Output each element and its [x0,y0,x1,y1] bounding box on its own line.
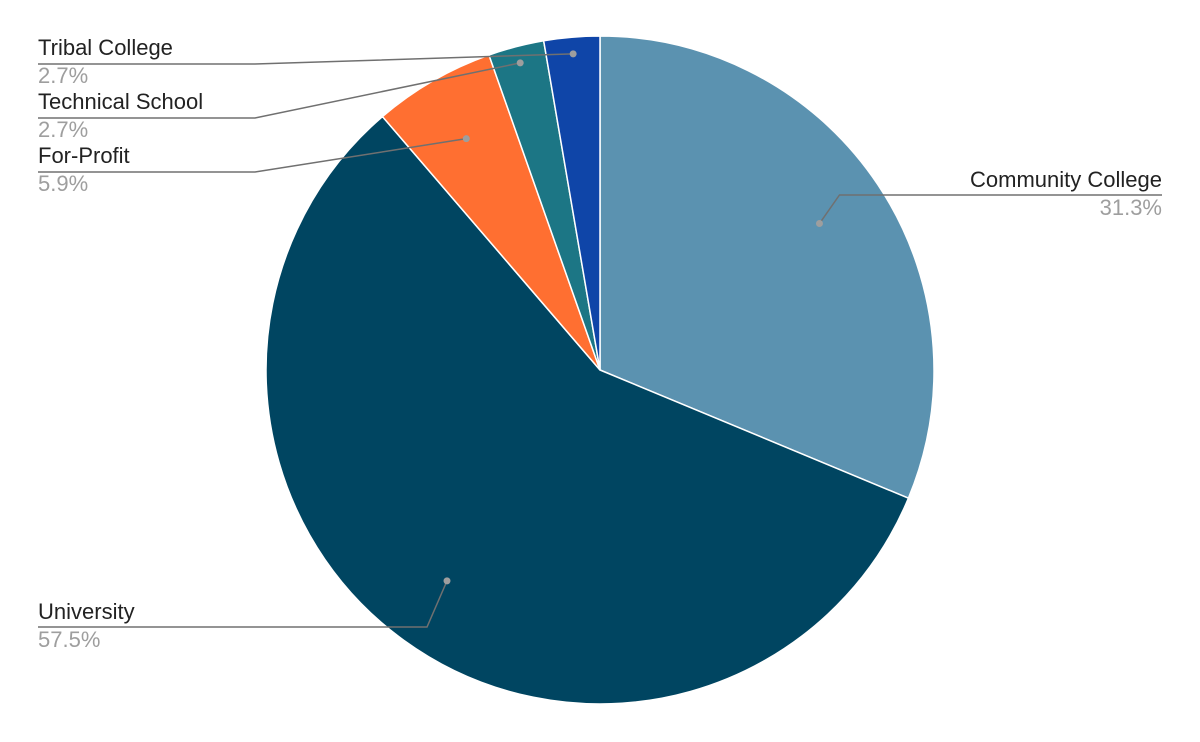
slices-layer [265,35,935,705]
leader-dot-technical-school [516,59,524,67]
leader-line-technical-school [38,62,521,119]
leader-line-university [38,580,448,628]
leader-line-community-college [818,194,1162,224]
leader-line-for-profit [38,137,467,173]
slice-label-technical-school: Technical School [38,89,203,114]
leader-dot-for-profit [462,135,470,143]
slice-label-university: University [38,599,135,624]
slice-percent-technical-school: 2.7% [38,117,88,142]
slice-label-community-college: Community College [970,167,1162,192]
pie-slice-university [265,115,910,705]
leader-lines-layer [38,50,1162,628]
slice-label-tribal-college: Tribal College [38,35,173,60]
slice-label-for-profit: For-Profit [38,143,130,168]
leader-line-tribal-college [38,53,574,65]
slice-percent-university: 57.5% [38,627,100,652]
slice-percent-community-college: 31.3% [1100,195,1162,220]
labels-layer: Community College 31.3% University 57.5% For… [38,35,1162,652]
leader-dot-community-college [815,220,823,228]
leader-dot-tribal-college [569,50,577,58]
pie-slice-community-college [599,35,935,500]
slice-percent-tribal-college: 2.7% [38,63,88,88]
pie-slice-tribal-college [542,35,601,371]
slice-percent-for-profit: 5.9% [38,171,88,196]
leader-dot-university [443,577,451,585]
